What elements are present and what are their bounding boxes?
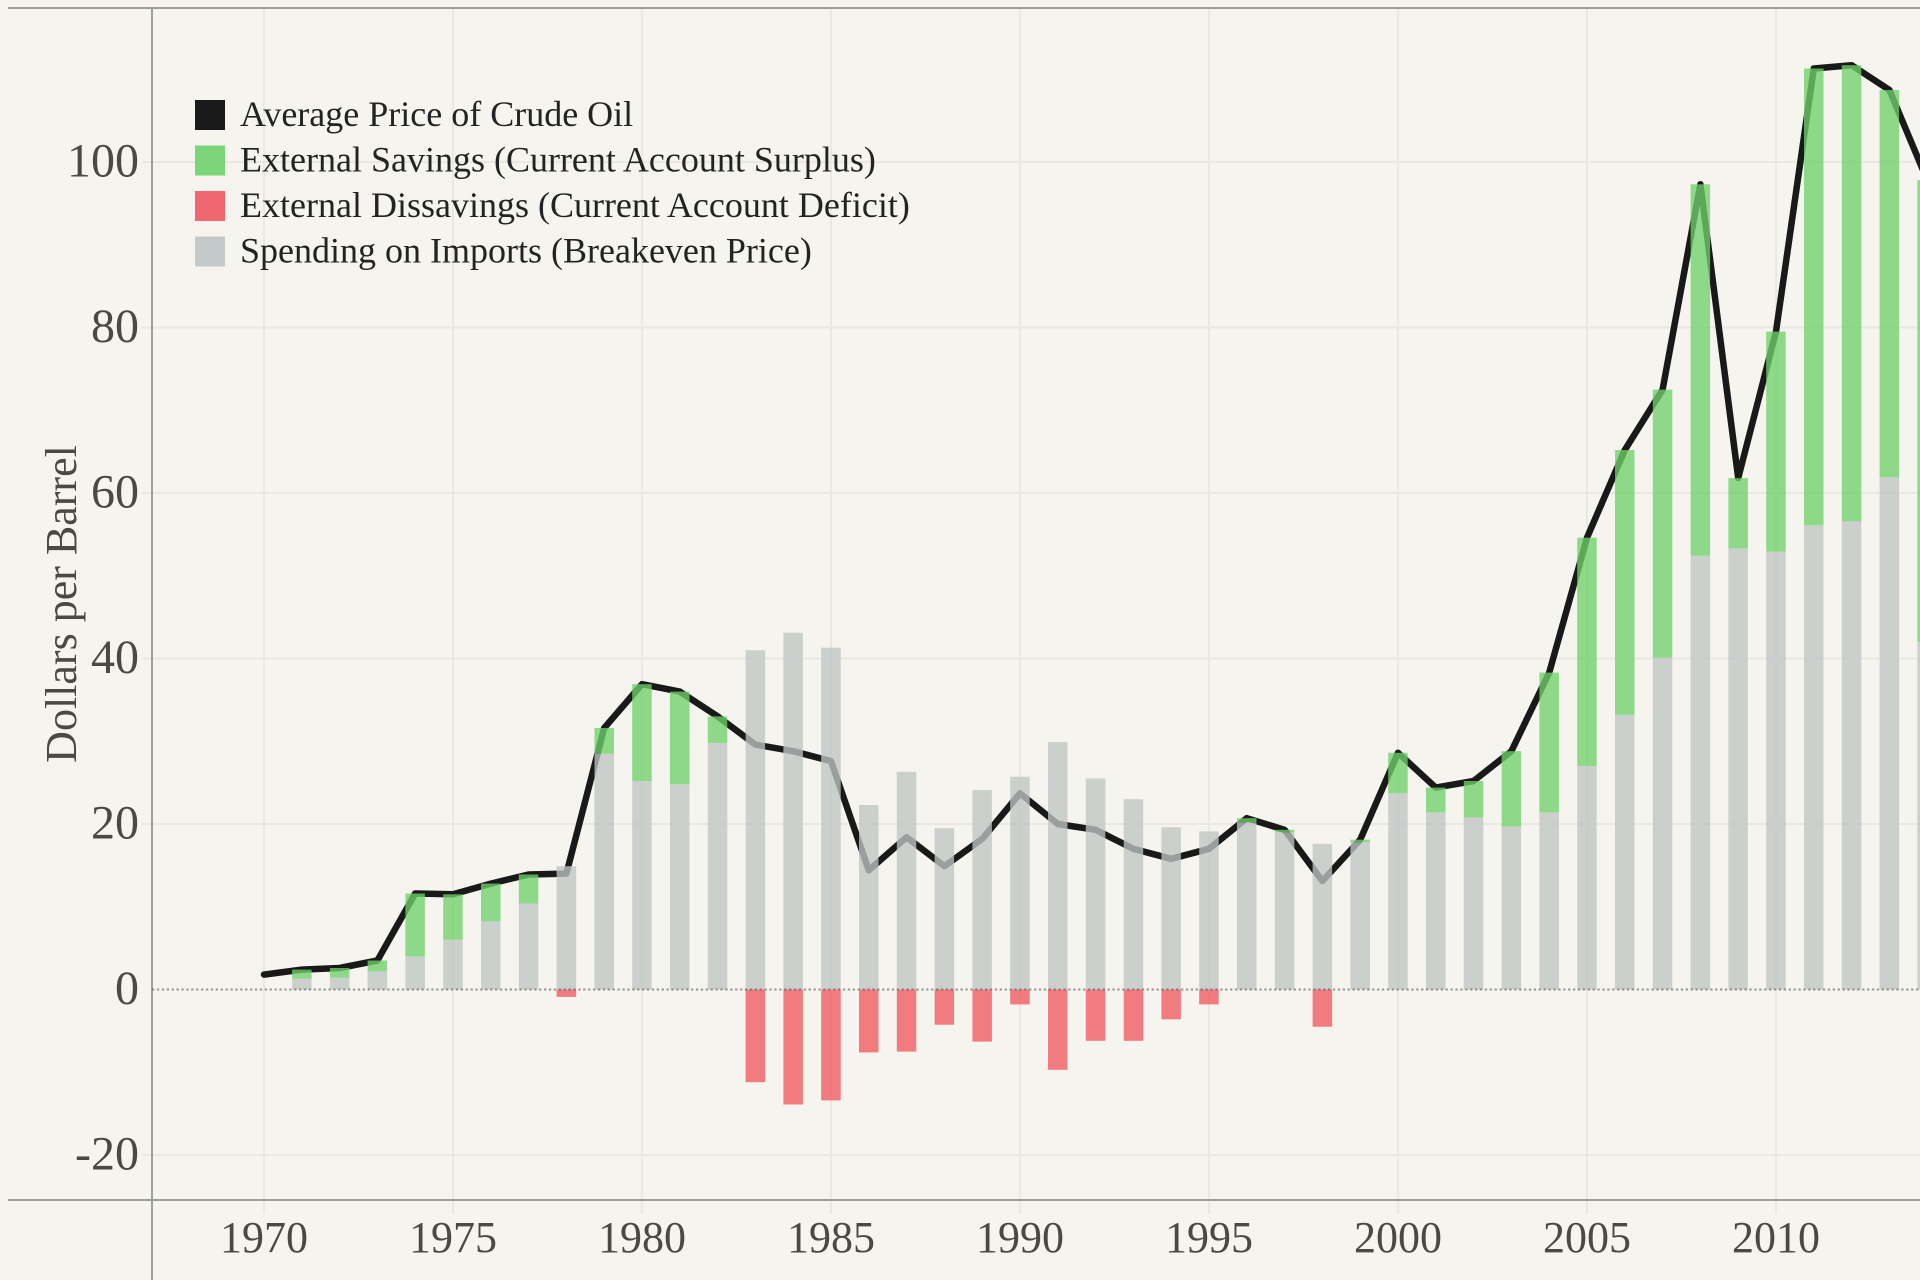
svg-text:Average Price of Crude Oil: Average Price of Crude Oil xyxy=(240,94,633,134)
svg-text:1975: 1975 xyxy=(409,1213,497,1262)
svg-text:1970: 1970 xyxy=(220,1213,308,1262)
svg-text:80: 80 xyxy=(91,300,139,353)
svg-text:External Dissavings (Current A: External Dissavings (Current Account Def… xyxy=(240,185,910,225)
svg-text:1995: 1995 xyxy=(1165,1213,1253,1262)
svg-text:-20: -20 xyxy=(75,1128,139,1181)
svg-text:20: 20 xyxy=(91,797,139,850)
svg-text:60: 60 xyxy=(91,466,139,519)
svg-text:1980: 1980 xyxy=(598,1213,686,1262)
svg-text:2005: 2005 xyxy=(1543,1213,1631,1262)
svg-text:External Savings (Current Acco: External Savings (Current Account Surplu… xyxy=(240,140,876,180)
svg-text:100: 100 xyxy=(67,135,139,188)
svg-text:Dollars per Barrel: Dollars per Barrel xyxy=(37,445,86,763)
svg-text:1990: 1990 xyxy=(976,1213,1064,1262)
svg-text:2010: 2010 xyxy=(1732,1213,1820,1262)
svg-text:2000: 2000 xyxy=(1354,1213,1442,1262)
svg-text:0: 0 xyxy=(115,962,139,1015)
svg-text:1985: 1985 xyxy=(787,1213,875,1262)
svg-text:40: 40 xyxy=(91,631,139,684)
svg-text:Spending on Imports (Breakeven: Spending on Imports (Breakeven Price) xyxy=(240,231,812,271)
